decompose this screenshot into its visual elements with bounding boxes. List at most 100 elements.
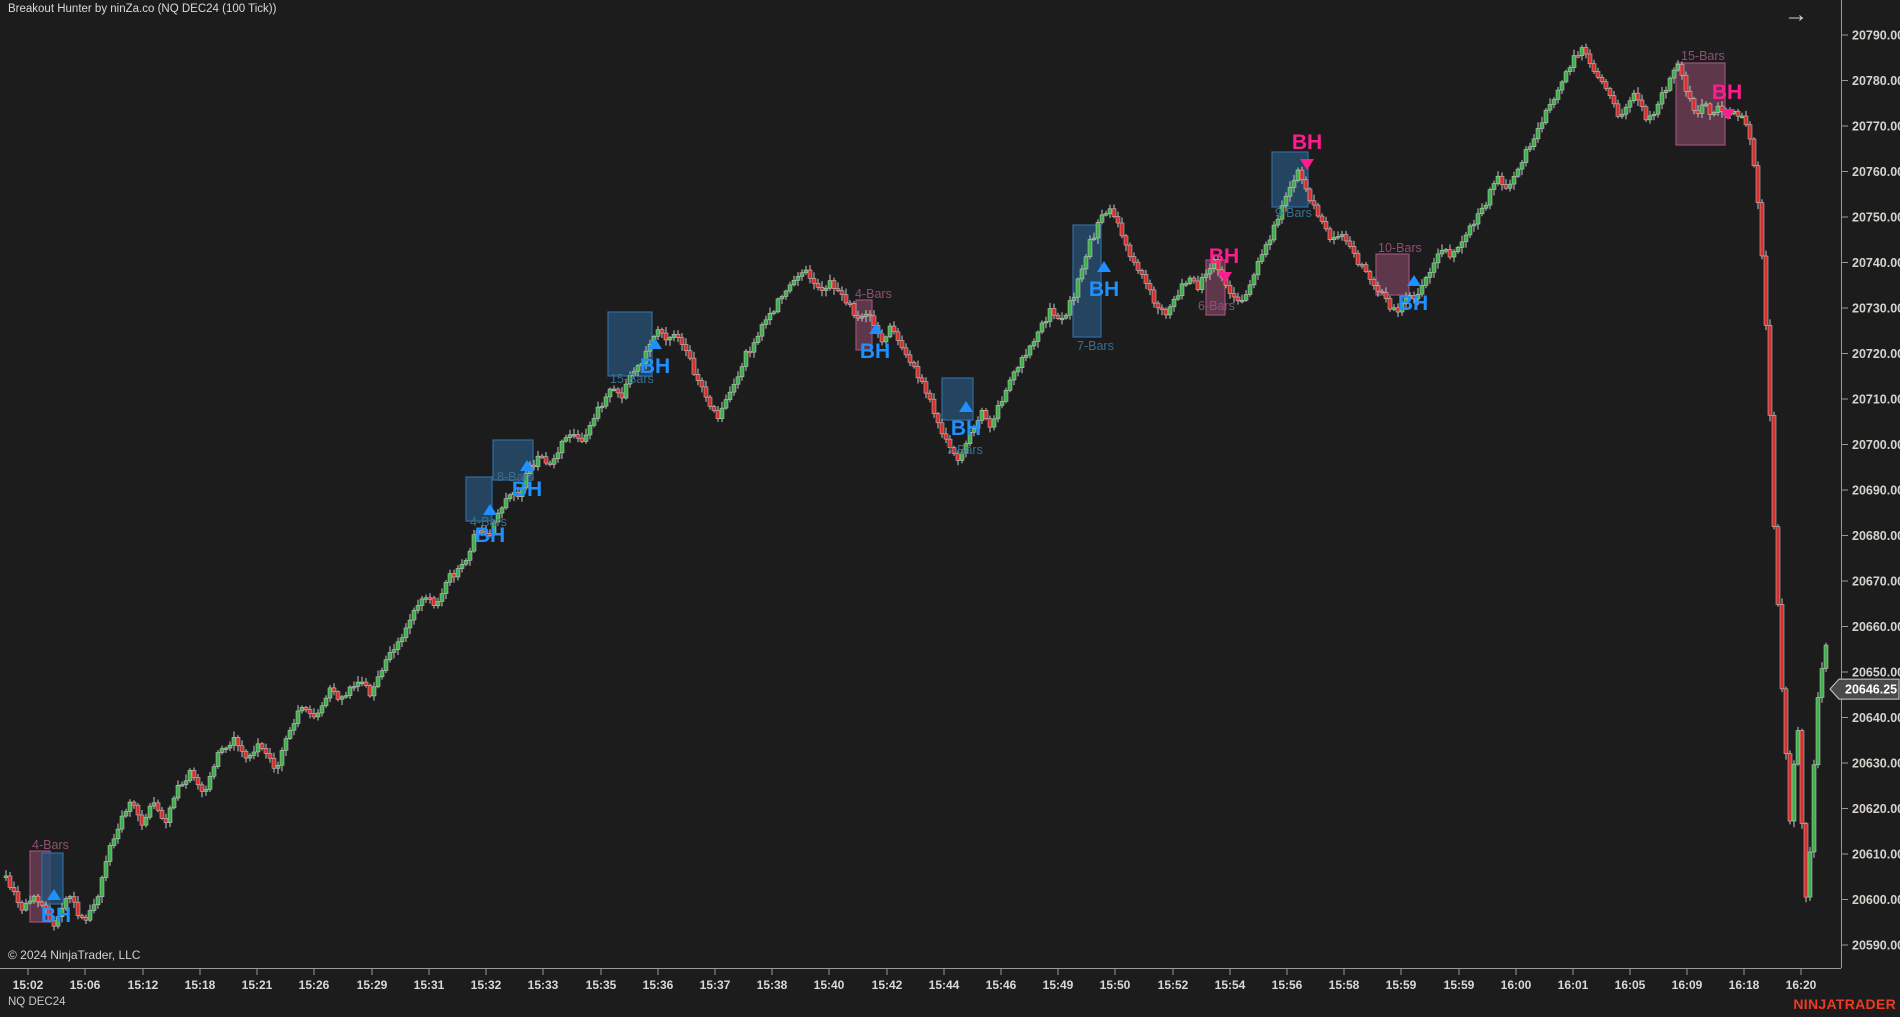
down-arrow-icon (1721, 109, 1735, 120)
price-axis-label: 20650.00 (1852, 666, 1900, 680)
time-axis-label: 15:49 (1043, 978, 1074, 992)
bars-count-label: 7-Bars (1077, 339, 1114, 353)
bars-count-label: 15-Bars (1681, 49, 1725, 63)
signal-long-1549: 7-Bars BH (1077, 261, 1119, 353)
time-axis-label: 15:54 (1215, 978, 1246, 992)
signal-markers: 4-BarsBH4-BarsBH8-BarsBH15-BarsBH4-BarsB… (32, 49, 1742, 927)
price-axis-label: 20710.00 (1852, 393, 1900, 407)
bars-count-label: 6-Bars (1198, 299, 1235, 313)
candlestick-series (3, 43, 1829, 931)
bars-count-label: 10-Bars (1378, 241, 1422, 255)
bh-signal-tag: BH (41, 904, 71, 927)
bars-count-label: 4-Bars (32, 838, 69, 852)
time-axis-label: 15:42 (872, 978, 903, 992)
time-axis-label: 15:46 (986, 978, 1017, 992)
bars-count-label: 4-Bars (470, 515, 507, 529)
copyright-text: © 2024 NinjaTrader, LLC (8, 948, 141, 962)
time-axis-label: 15:32 (471, 978, 502, 992)
bh-signal-tag: BH (951, 417, 981, 440)
up-arrow-icon (959, 401, 973, 412)
bh-signal-tag: BH (512, 478, 542, 501)
price-axis[interactable]: 20790.00 20780.00 20770.00 20760.00 20750.00… (1841, 0, 1900, 968)
up-arrow-icon (483, 504, 497, 515)
up-arrow-icon (1097, 261, 1111, 272)
time-axis-label: 15:26 (299, 978, 330, 992)
price-axis-label: 20780.00 (1852, 74, 1900, 88)
bars-count-label: 15-Bars (610, 372, 654, 386)
bars-count-label: 7-Bars (946, 443, 983, 457)
time-axis-label: 16:09 (1672, 978, 1703, 992)
time-axis-label: 15:12 (128, 978, 159, 992)
time-axis-label: 15:52 (1158, 978, 1189, 992)
time-axis-label: 15:58 (1329, 978, 1360, 992)
time-axis-label: 15:21 (242, 978, 273, 992)
price-axis-label: 20590.00 (1852, 939, 1900, 953)
up-arrow-icon (47, 889, 61, 900)
price-axis-label: 20720.00 (1852, 347, 1900, 361)
time-axis-label: 15:33 (528, 978, 559, 992)
price-axis-label: 20700.00 (1852, 438, 1900, 452)
signal-short-1556: 9-Bars BH (1275, 131, 1322, 220)
price-axis-label: 20690.00 (1852, 484, 1900, 498)
last-price-marker: 20646.25 (1829, 678, 1900, 700)
time-axis-label: 15:59 (1386, 978, 1417, 992)
price-axis-label: 20740.00 (1852, 256, 1900, 270)
time-axis-label: 16:20 (1786, 978, 1817, 992)
bars-count-label: 8-Bars (497, 470, 534, 484)
time-axis-label: 15:06 (70, 978, 101, 992)
bh-signal-tag: BH (1712, 81, 1742, 104)
up-arrow-icon (520, 460, 534, 471)
down-arrow-icon (1300, 159, 1314, 170)
bh-signal-tag: BH (1089, 278, 1119, 301)
time-axis-label: 15:29 (357, 978, 388, 992)
signal-long-1544: 7-Bars BH (946, 401, 983, 457)
price-axis-label: 20620.00 (1852, 802, 1900, 816)
up-arrow-icon (869, 323, 883, 334)
signal-long-1502: 4-Bars BH (32, 838, 71, 927)
instrument-label: NQ DEC24 (8, 996, 66, 1008)
time-axis-label: 15:38 (757, 978, 788, 992)
time-axis-label: 15:36 (643, 978, 674, 992)
time-axis-label: 16:05 (1615, 978, 1646, 992)
time-axis-label: 16:00 (1501, 978, 1532, 992)
price-axis-label: 20640.00 (1852, 711, 1900, 725)
price-axis-label: 20680.00 (1852, 529, 1900, 543)
bh-signal-tag: BH (860, 340, 890, 363)
signal-boxes (29, 62, 1726, 923)
last-price-badge (1829, 678, 1900, 700)
time-axis-label: 15:40 (814, 978, 845, 992)
bh-signal-tag: BH (1292, 131, 1322, 154)
bars-count-label: 9-Bars (1275, 206, 1312, 220)
price-axis-label: 20750.00 (1852, 211, 1900, 225)
price-axis-label: 20670.00 (1852, 575, 1900, 589)
signal-long-1559: 10-Bars BH (1378, 241, 1428, 315)
time-axis-label: 16:18 (1729, 978, 1760, 992)
breakout-box (41, 852, 64, 905)
price-axis-label: 20600.00 (1852, 893, 1900, 907)
time-axis-label: 15:35 (586, 978, 617, 992)
time-axis-label: 15:59 (1444, 978, 1475, 992)
down-arrow-icon (1218, 272, 1232, 283)
price-axis-label: 20760.00 (1852, 165, 1900, 179)
breakout-box (1375, 253, 1410, 296)
time-axis[interactable]: 15:02 15:06 15:12 15:18 15:21 15:26 15:29 15:31… (0, 968, 1841, 992)
time-axis-label: 15:44 (929, 978, 960, 992)
time-axis-label: 15:31 (414, 978, 445, 992)
price-axis-label: 20790.00 (1852, 29, 1900, 43)
price-axis-label: 20630.00 (1852, 757, 1900, 771)
signal-short-1554: 6-Bars BH (1198, 245, 1239, 313)
up-arrow-icon (1407, 275, 1421, 286)
bars-count-label: 4-Bars (855, 287, 892, 301)
bh-signal-tag: BH (1398, 292, 1428, 315)
ninjatrader-logo: NINJATRADER (1793, 996, 1896, 1012)
time-axis-label: 15:02 (13, 978, 44, 992)
chart-trader-collapse-icon[interactable]: → (1784, 1, 1808, 28)
time-axis-label: 15:37 (700, 978, 731, 992)
bh-signal-tag: BH (475, 524, 505, 547)
bh-signal-tag: BH (640, 355, 670, 378)
price-axis-label: 20770.00 (1852, 120, 1900, 134)
